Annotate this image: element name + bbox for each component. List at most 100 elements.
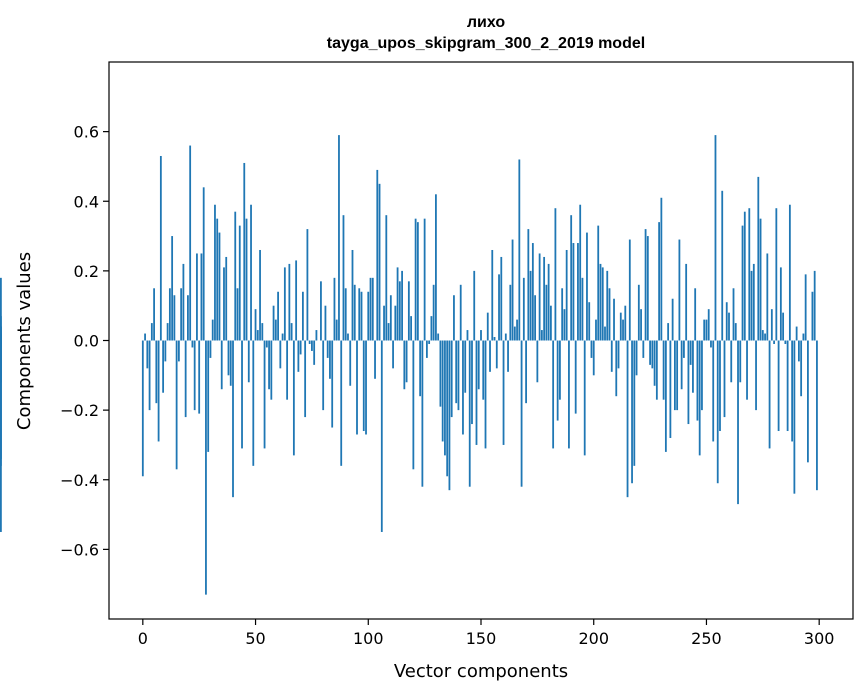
bar-250 [705, 319, 708, 341]
bar-63 [283, 267, 286, 341]
bar-129 [432, 284, 435, 341]
bar-138 [453, 295, 455, 341]
bar-269 [748, 208, 751, 341]
bar-128 [430, 316, 433, 341]
bar-243 [689, 340, 692, 365]
bar-275 [761, 330, 764, 341]
bar-107 [383, 305, 385, 341]
bar-103 [374, 340, 376, 379]
bar-168 [520, 340, 523, 487]
bar-117 [405, 340, 408, 383]
bar-undefined [0, 340, 2, 383]
bar-204 [601, 267, 604, 341]
bar-42 [236, 288, 239, 341]
bar-6 [155, 340, 158, 404]
bar-235 [671, 298, 674, 341]
x-axis-label: Vector components [394, 661, 568, 682]
bar-112 [394, 305, 397, 341]
bar-undefined [0, 326, 2, 341]
bar-34 [218, 232, 221, 341]
bar-188 [565, 249, 568, 341]
x-tick-label: 100 [353, 629, 384, 648]
bar-240 [683, 340, 685, 358]
bar-105 [378, 183, 381, 341]
bar-93 [351, 249, 354, 341]
bar-119 [410, 316, 413, 341]
bar-195 [581, 277, 584, 341]
bar-33 [216, 218, 219, 341]
bar-11 [166, 323, 169, 341]
bar-123 [419, 340, 422, 397]
bar-169 [522, 277, 525, 341]
bar-74 [308, 340, 311, 344]
bar-25 [198, 340, 201, 414]
bar-84 [331, 340, 334, 428]
bar-39 [229, 340, 232, 386]
bar-139 [455, 340, 458, 404]
bar-238 [678, 239, 681, 341]
chart-subtitle: tayga_upos_skipgram_300_2_2019 model [326, 35, 646, 52]
bar-49 [252, 340, 255, 466]
bar-122 [416, 222, 419, 341]
bar-212 [619, 312, 622, 341]
bar-14 [173, 295, 176, 341]
bar-285 [784, 340, 787, 344]
bar-28 [205, 340, 207, 595]
bar-145 [468, 340, 471, 487]
bar-273 [757, 176, 760, 341]
bar-271 [752, 263, 755, 341]
bar-299 [816, 340, 818, 491]
bar-201 [595, 319, 597, 341]
bar-148 [475, 340, 478, 445]
bar-55 [265, 340, 268, 348]
bar-213 [622, 319, 624, 341]
bar-284 [782, 312, 785, 341]
bar-62 [281, 333, 284, 341]
bar-203 [599, 263, 602, 341]
x-axis: 0 50 100 150 200 250 300 [138, 619, 834, 648]
bar-184 [556, 340, 559, 421]
bar-233 [667, 323, 670, 341]
bar-218 [633, 340, 636, 466]
bar-253 [712, 340, 715, 442]
bar-150 [480, 330, 482, 341]
bar-95 [356, 340, 358, 435]
bar-110 [389, 295, 392, 341]
bar-223 [644, 229, 647, 341]
bar-211 [617, 340, 620, 369]
bar-69 [297, 340, 300, 372]
bar-144 [466, 330, 469, 341]
y-tick-label: 0.6 [74, 123, 99, 142]
bar-12 [168, 288, 171, 341]
bar-5 [153, 288, 155, 341]
bar-40 [232, 340, 234, 498]
bar-0 [141, 340, 144, 477]
bar-230 [660, 197, 663, 341]
bar-45 [243, 162, 246, 341]
bar-200 [592, 340, 595, 376]
bar-292 [800, 340, 803, 397]
bar-46 [245, 218, 248, 341]
bar-266 [741, 225, 744, 341]
bar-143 [464, 340, 467, 393]
bar-16 [177, 340, 180, 362]
bar-167 [518, 159, 521, 341]
bar-176 [538, 253, 541, 341]
bar-53 [261, 323, 264, 341]
bar-170 [525, 340, 527, 404]
bar-232 [664, 340, 667, 452]
bar-65 [288, 263, 291, 341]
bar-231 [662, 340, 665, 400]
bar-88 [340, 340, 343, 466]
y-tick-label: 0.2 [74, 262, 99, 281]
x-tick-label: 250 [691, 629, 722, 648]
bar-8 [159, 155, 162, 341]
bar-47 [247, 340, 250, 383]
bar-186 [561, 288, 564, 341]
bar-226 [651, 340, 654, 369]
bar-289 [793, 340, 796, 494]
bar-125 [423, 218, 426, 341]
x-tick-label: 150 [466, 629, 497, 648]
bar-154 [489, 340, 491, 372]
